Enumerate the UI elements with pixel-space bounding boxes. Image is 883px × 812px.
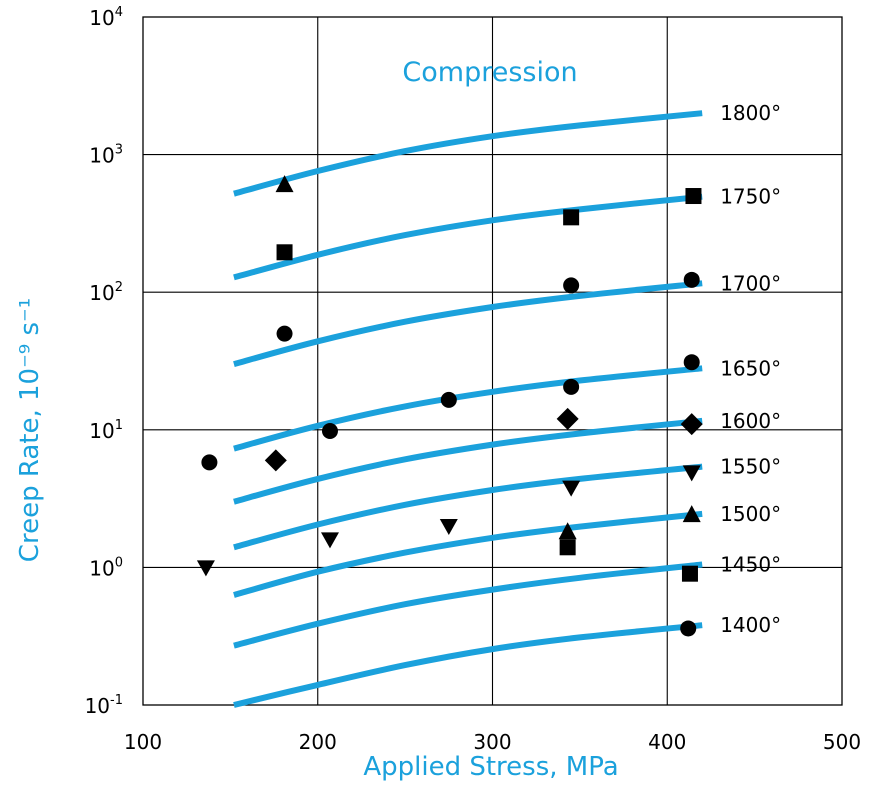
y-tick-label: 103: [89, 143, 123, 168]
curve-1550: [233, 463, 703, 551]
point-triangle-down: [439, 518, 458, 535]
point-circle: [440, 391, 457, 408]
curve-1600: [233, 417, 703, 505]
curve-1450: [233, 561, 703, 649]
curve-label: 1400°: [720, 613, 781, 637]
x-axis-title: Applied Stress, MPa: [363, 752, 618, 782]
y-tick-label: 10-1: [85, 693, 123, 718]
y-tick-label: 100: [89, 555, 123, 580]
curve-label: 1800°: [720, 101, 781, 125]
point-circle: [276, 325, 293, 342]
point-square: [563, 209, 580, 226]
curve-label: 1600°: [720, 409, 781, 433]
point-triangle-up: [682, 505, 701, 523]
point-circle: [563, 378, 580, 395]
point-triangle-down: [196, 560, 215, 577]
point-circle: [563, 277, 580, 294]
point-diamond: [556, 407, 579, 430]
point-circle: [680, 620, 697, 637]
point-circle: [321, 423, 338, 440]
x-tick-label: 200: [299, 730, 337, 754]
curve-label: 1450°: [720, 552, 781, 576]
x-tick-label: 500: [823, 730, 861, 754]
point-triangle-down: [320, 532, 339, 549]
curve-label: 1750°: [720, 185, 781, 209]
curve-1700: [233, 280, 703, 367]
point-square: [559, 539, 576, 556]
point-triangle-down: [682, 465, 701, 482]
y-tick-label: 104: [89, 5, 123, 30]
curve-label: 1700°: [720, 271, 781, 295]
x-tick-label: 100: [124, 730, 162, 754]
point-triangle-down: [562, 480, 581, 497]
point-circle: [683, 271, 700, 288]
point-square: [276, 244, 293, 261]
point-triangle-up: [558, 522, 577, 540]
curve-label: 1550°: [720, 455, 781, 479]
point-diamond: [680, 413, 703, 436]
point-circle: [683, 354, 700, 371]
curve-1800: [233, 110, 703, 197]
curve-1750: [233, 193, 703, 281]
curve-labels: 1400° 1450° 1500° 1550° 1600° 1650° 1700° 1750°…: [720, 101, 781, 637]
point-square: [685, 188, 702, 205]
x-tick-label: 400: [648, 730, 686, 754]
x-tick-label: 300: [473, 730, 511, 754]
y-tick-label: 101: [89, 418, 123, 443]
compression-annotation: Compression: [402, 57, 577, 88]
curve-1500: [233, 510, 703, 598]
point-square: [681, 565, 698, 582]
point-triangle-up: [275, 175, 294, 193]
curves: [233, 110, 703, 708]
curve-label: 1500°: [720, 502, 781, 526]
curve-label: 1650°: [720, 356, 781, 380]
y-axis-title: Creep Rate, 10⁻⁹ s⁻¹: [15, 298, 45, 562]
point-circle: [201, 454, 218, 471]
curve-1650: [233, 365, 703, 452]
y-tick-label: 102: [89, 280, 123, 305]
curve-1400: [233, 622, 703, 708]
data-points: [196, 175, 703, 637]
point-diamond: [264, 449, 287, 472]
